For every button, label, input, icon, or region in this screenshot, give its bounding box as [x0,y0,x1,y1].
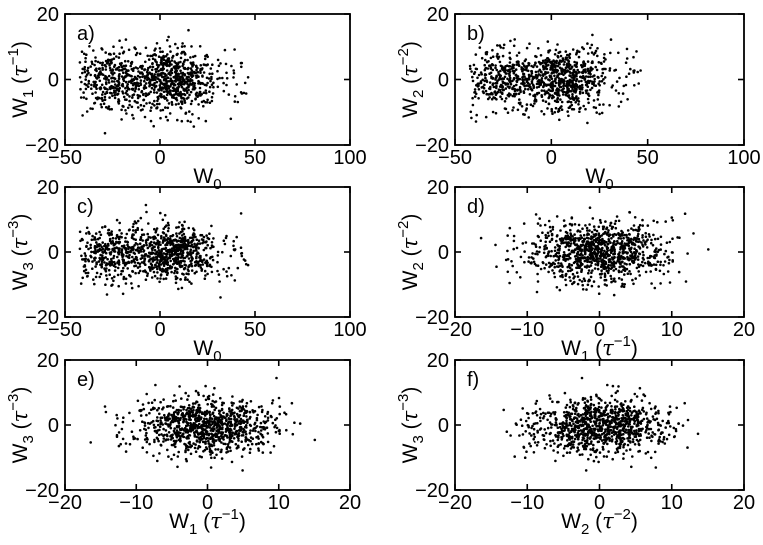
x-tick-label: −50 [438,147,472,169]
x-tick-label: 10 [268,492,290,514]
x-tick-label: 20 [339,492,361,514]
y-axis-label: W2 (τ−2) [395,41,427,118]
x-tick-label: 0 [546,147,557,169]
x-tick-label: 10 [661,492,683,514]
y-tick-label: 0 [438,415,449,437]
x-tick-label: 50 [244,147,266,169]
panel-d: −20 −10 0 10 20 −20 0 20 d) W1 (τ−1) W2 (τ−2) [395,177,755,365]
x-tick-label: 100 [727,147,760,169]
x-tick-label: 0 [154,147,165,169]
y-tick-label: −20 [25,307,59,329]
axes-frame [64,186,351,318]
x-tick-label: 0 [202,492,213,514]
y-tick-label: 0 [48,415,59,437]
panel-letter: b) [467,23,485,45]
y-axis-label: W3 (τ−3) [5,214,37,291]
y-tick-label: 20 [427,4,449,26]
y-tick-label: 20 [37,177,59,199]
x-axis-label: W0 [585,165,613,193]
x-axis-label: W0 [193,165,221,193]
axis-ticks [454,359,745,491]
y-tick-label: 0 [438,242,449,264]
y-tick-label: −20 [415,135,449,157]
x-tick-label: 50 [244,319,266,341]
x-axis-label: W1 (τ−1) [169,506,246,538]
y-tick-label: −20 [415,480,449,502]
panel-c: −50 0 50 100 −20 0 20 c) W0 W3 (τ−3) [5,177,367,365]
axis-ticks [454,186,745,318]
x-tick-label: 20 [733,492,755,514]
y-axis-label: W3 (τ−3) [395,387,427,464]
panel-letter: a) [77,23,95,45]
y-tick-label: 20 [427,177,449,199]
panel-letter: f) [467,369,479,391]
x-tick-label: −50 [48,319,82,341]
axis-ticks [454,13,745,146]
scatter-points [78,28,250,135]
y-tick-label: 0 [438,70,449,92]
x-axis-label: W2 (τ−2) [561,506,638,538]
y-axis-label: W1 (τ−1) [5,41,37,118]
x-tick-label: 100 [333,147,366,169]
x-tick-label: −10 [510,492,544,514]
y-tick-label: 20 [37,4,59,26]
x-tick-label: 20 [733,319,755,341]
x-tick-label: −50 [48,147,82,169]
y-tick-label: −20 [25,135,59,157]
panel-letter: e) [77,369,95,391]
axis-ticks [64,13,351,146]
scatter-points [502,376,700,472]
y-tick-label: 0 [48,70,59,92]
scatter-points [479,206,710,297]
x-tick-label: 50 [637,147,659,169]
x-tick-label: −10 [510,319,544,341]
y-tick-label: −20 [415,307,449,329]
x-axis-label: W1 (τ−1) [561,333,638,365]
y-axis-label: W2 (τ−2) [395,214,427,291]
x-axis-label: W0 [193,337,221,365]
panel-letter: d) [467,196,485,218]
panel-f: −20 −10 0 10 20 −20 0 20 f) W2 (τ−2) W3 (τ−3) [395,350,755,538]
panel-letter: c) [77,196,94,218]
x-tick-label: −20 [48,492,82,514]
x-tick-label: 100 [333,319,366,341]
axis-ticks [64,359,351,491]
y-tick-label: 20 [427,350,449,372]
y-tick-label: 20 [37,350,59,372]
x-tick-label: 0 [594,319,605,341]
x-tick-label: −10 [119,492,153,514]
scatter-points [78,203,250,299]
scatter-points [89,376,317,472]
y-tick-label: 0 [48,242,59,264]
x-tick-label: 0 [154,319,165,341]
y-tick-label: −20 [25,480,59,502]
panel-e: −20 −10 0 10 20 −20 0 20 e) W1 (τ−1) W3 (τ−3) [5,350,361,538]
y-axis-label: W3 (τ−3) [5,387,37,464]
axis-ticks [64,186,351,318]
panel-a: −50 0 50 100 −20 0 20 a) W0 W1 (τ−1) [5,4,367,193]
x-tick-label: 0 [594,492,605,514]
x-tick-label: 10 [661,319,683,341]
panel-b: −50 0 50 100 −20 0 20 b) W0 W2 (τ−2) [395,4,761,193]
x-tick-label: −20 [438,319,472,341]
scatter-points [468,33,642,125]
x-tick-label: −20 [438,492,472,514]
